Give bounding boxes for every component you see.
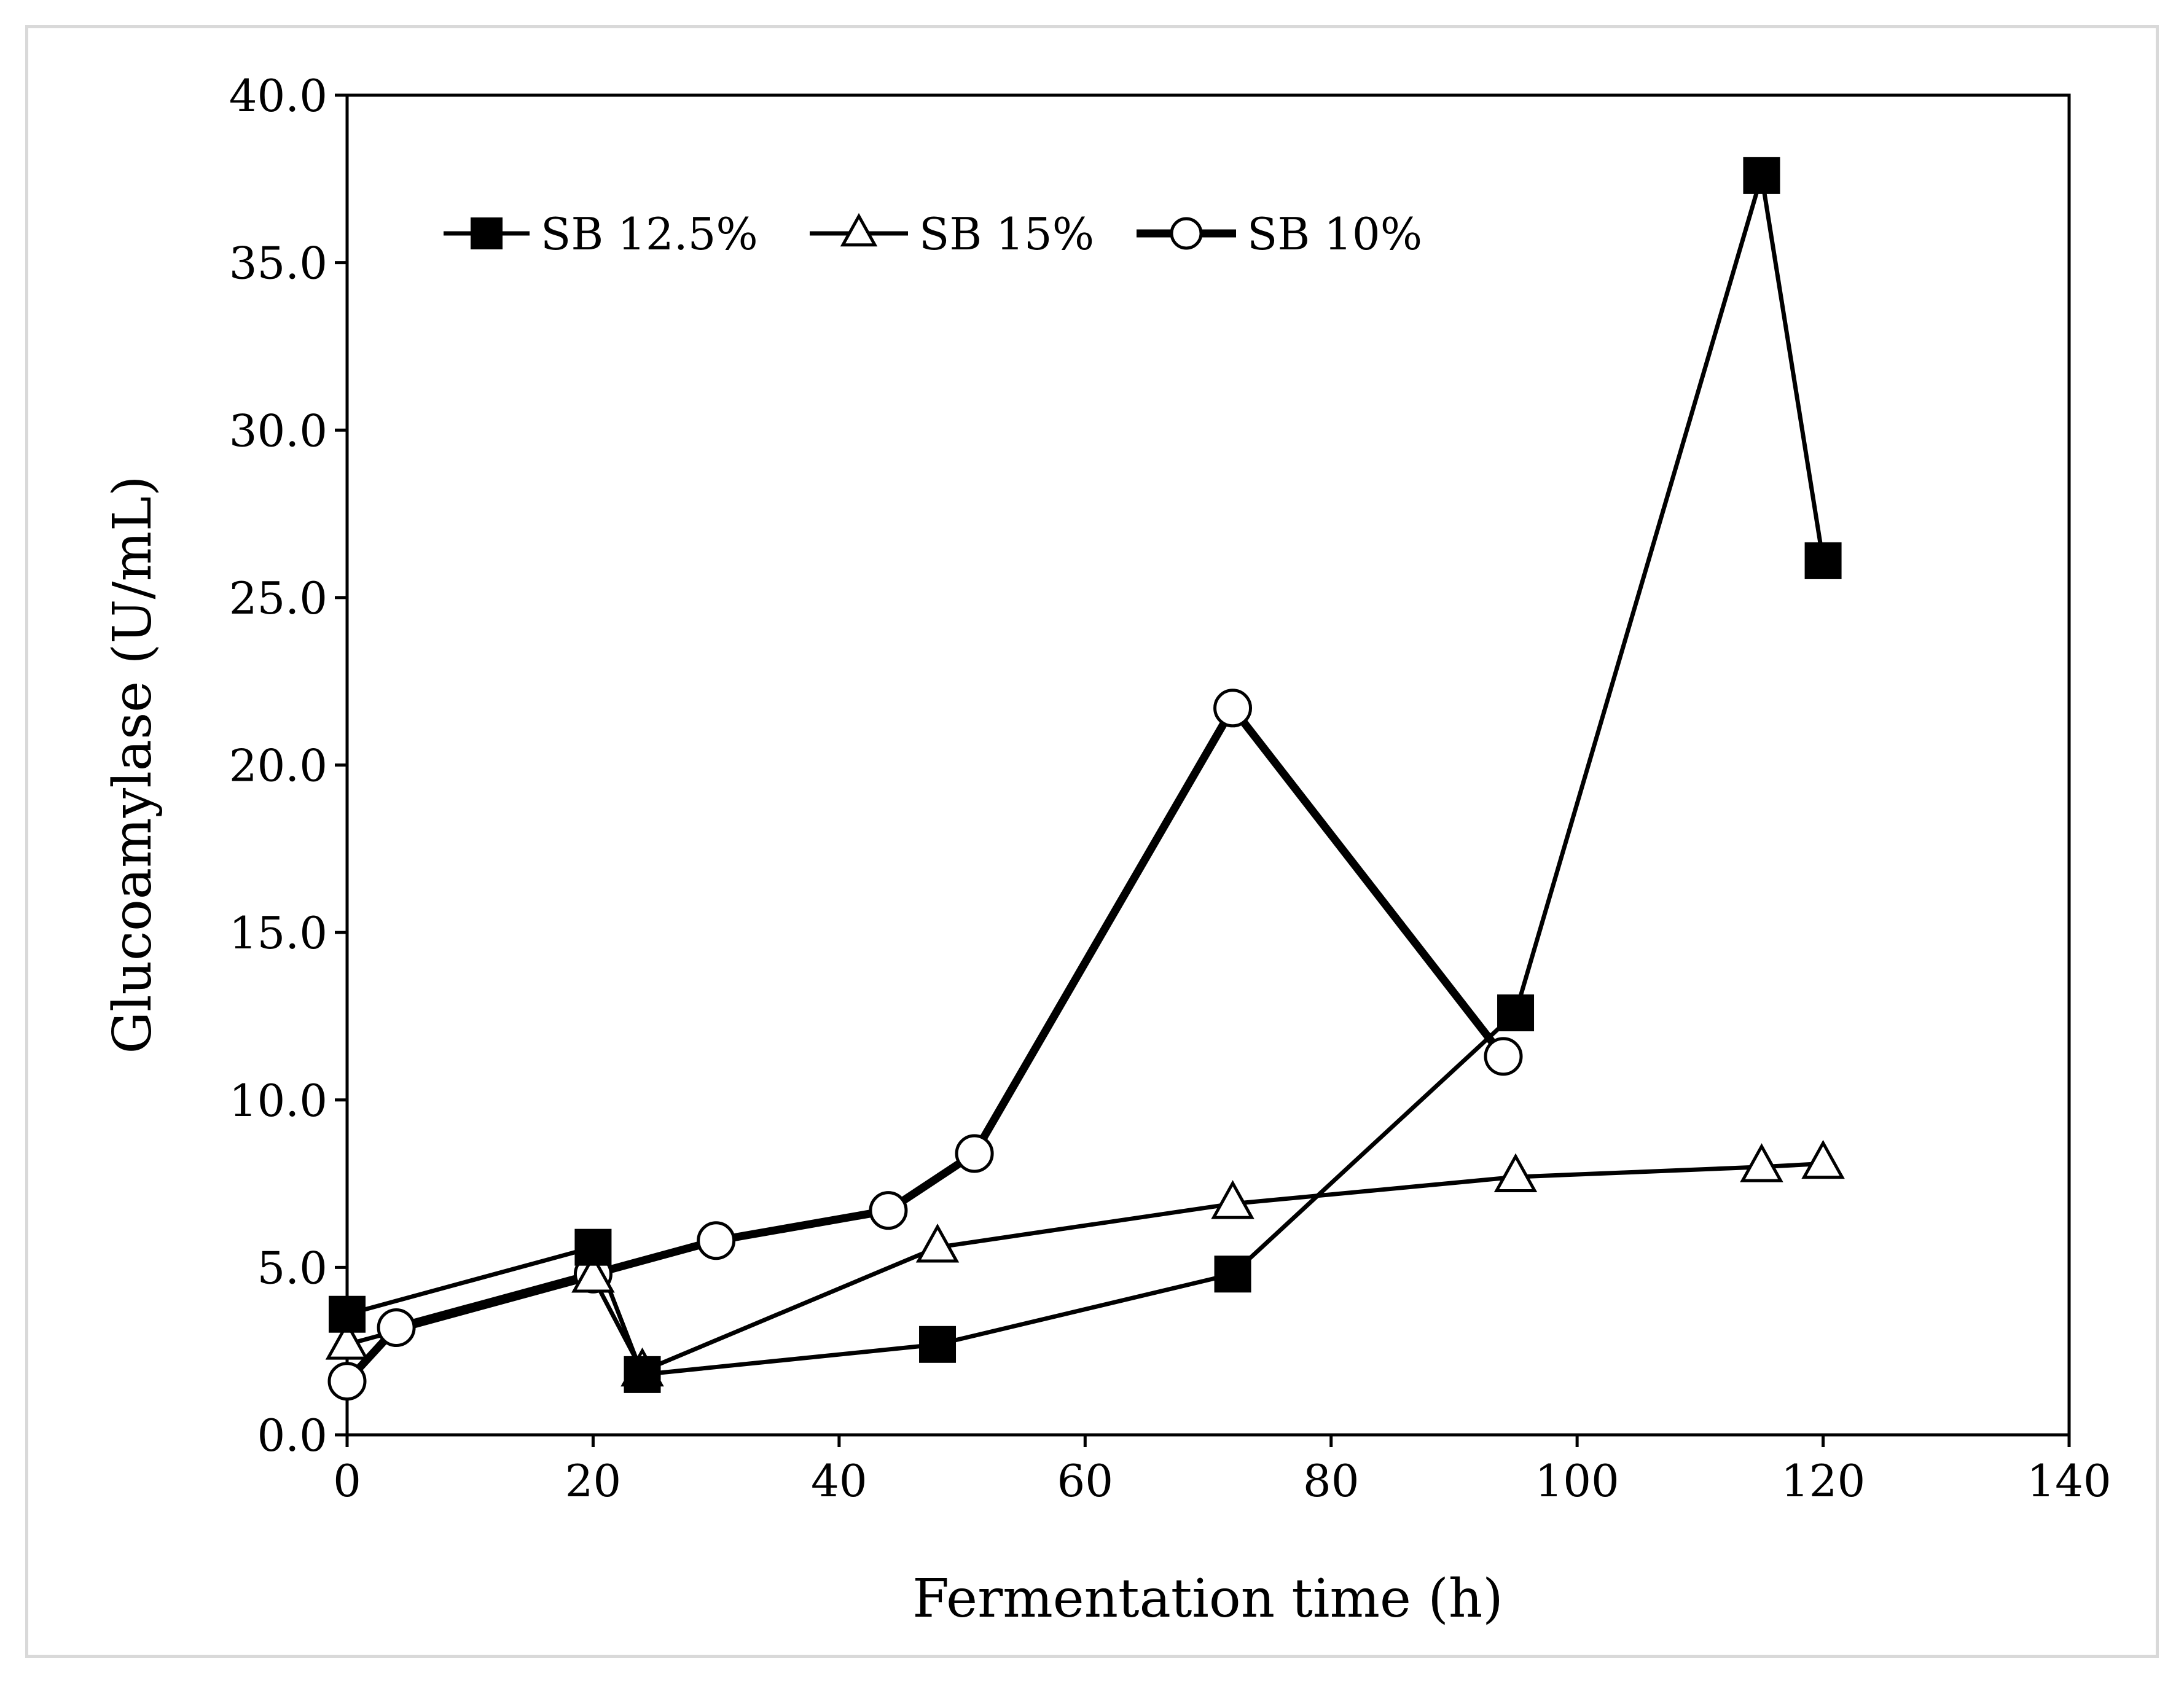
x-tick-label: 80 <box>1303 1455 1360 1507</box>
data-point <box>919 1326 957 1363</box>
x-tick-label: 140 <box>2027 1455 2111 1507</box>
y-tick-label: 30.0 <box>229 405 327 456</box>
data-point <box>329 1295 366 1333</box>
data-point <box>574 1228 612 1266</box>
y-tick-label: 5.0 <box>257 1242 327 1294</box>
x-axis-ticks: 0 20 40 60 80 100 120 140 <box>333 1435 2112 1507</box>
y-tick-label: 15.0 <box>229 907 327 959</box>
x-tick-label: 20 <box>565 1455 622 1507</box>
data-point <box>624 1356 661 1393</box>
series-markers <box>325 157 1845 1401</box>
data-point <box>325 1321 369 1360</box>
data-point <box>327 1362 367 1401</box>
x-tick-label: 100 <box>1535 1455 1619 1507</box>
legend-marker <box>840 213 878 247</box>
data-point <box>1743 157 1780 194</box>
legend-marker <box>1170 217 1203 250</box>
legend-label: SB 15% <box>919 208 1094 260</box>
y-tick-label: 25.0 <box>229 572 327 624</box>
data-point <box>1484 1037 1523 1076</box>
y-tick-label: 20.0 <box>229 740 327 792</box>
data-point <box>1740 1143 1783 1182</box>
series-line-0 <box>346 173 1826 1377</box>
data-point <box>1213 689 1253 728</box>
x-tick-label: 40 <box>811 1455 867 1507</box>
y-axis-label: Glucoamylase (U/mL) <box>102 475 163 1053</box>
x-axis-label: Fermentation time (h) <box>912 1568 1503 1630</box>
legend-label: SB 12.5% <box>541 208 758 260</box>
y-tick-label: 40.0 <box>229 70 327 122</box>
data-point <box>697 1221 736 1260</box>
data-point <box>1801 1139 1845 1179</box>
data-point <box>1804 542 1842 579</box>
data-point <box>571 1254 615 1293</box>
data-point <box>1497 994 1535 1031</box>
legend-label: SB 10% <box>1247 208 1422 260</box>
data-point <box>1493 1153 1538 1192</box>
series-lines <box>344 173 1826 1384</box>
series-line-1 <box>346 1161 1823 1373</box>
data-point <box>869 1191 908 1230</box>
x-tick-label: 0 <box>333 1455 361 1507</box>
series-line-2 <box>344 704 1507 1384</box>
x-tick-label: 120 <box>1781 1455 1865 1507</box>
data-point <box>955 1134 994 1173</box>
y-tick-label: 35.0 <box>229 238 327 289</box>
y-tick-label: 10.0 <box>229 1075 327 1127</box>
data-point <box>1211 1180 1254 1219</box>
x-tick-label: 60 <box>1057 1455 1113 1507</box>
data-point <box>1214 1255 1251 1293</box>
y-tick-label: 0.0 <box>257 1410 327 1461</box>
data-point <box>915 1224 960 1263</box>
figure-frame <box>25 25 2159 1658</box>
legend-marker <box>471 217 503 249</box>
legend: SB 12.5% SB 15% SB 10% <box>444 208 1422 260</box>
y-axis-ticks: 0.0 5.0 10.0 15.0 20.0 25.0 30.0 35.0 40.0 <box>229 70 347 1461</box>
data-point <box>377 1308 416 1348</box>
